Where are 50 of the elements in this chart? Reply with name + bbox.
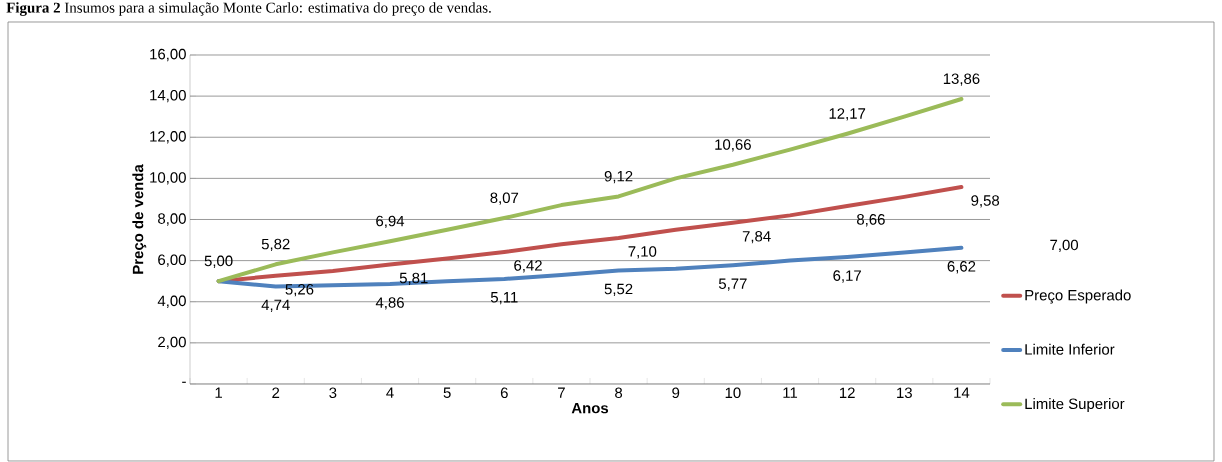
data-label: 8,66 [857, 214, 885, 227]
y-tick-label: 4,00 [157, 295, 186, 308]
data-label: 5,11 [490, 292, 518, 305]
data-label: 5,52 [604, 283, 633, 297]
data-label: 8,07 [490, 192, 519, 205]
x-tick-label: 9 [672, 387, 680, 399]
x-tick-label: 5 [443, 387, 451, 398]
x-tick-label: 12 [839, 387, 855, 398]
data-label: 4,74 [261, 299, 290, 312]
y-tick-label: 6,00 [158, 254, 186, 267]
data-label: 13,86 [943, 73, 980, 86]
x-tick-label: 11 [783, 387, 798, 398]
x-tick-label: 14 [954, 387, 970, 398]
data-label: 5,82 [261, 238, 290, 252]
y-tick-label: 10,00 [150, 172, 186, 185]
x-tick-label: 8 [615, 387, 623, 399]
legend-label: Limite Superior [1025, 398, 1125, 413]
x-tick-label: 3 [329, 387, 337, 399]
data-label: 9,12 [604, 170, 633, 184]
x-tick-label: 1 [215, 387, 223, 398]
x-tick-label: 10 [725, 387, 741, 399]
legend-label: Preço Esperado [1025, 289, 1131, 304]
y-tick-label: 16,00 [150, 48, 186, 62]
x-tick-label: 2 [272, 387, 280, 398]
x-tick-label: 4 [386, 387, 394, 398]
x-tick-label: 6 [500, 387, 508, 399]
data-label: 6,42 [514, 260, 542, 273]
data-label: 10,66 [715, 139, 751, 152]
legend-label: Limite Inferior [1025, 343, 1115, 355]
data-label: 7,10 [628, 246, 657, 259]
text: 7,00 [1050, 239, 1079, 252]
data-label: 5,00 [204, 255, 233, 268]
y-tick-label: - [182, 381, 186, 383]
x-tick-label: 13 [897, 387, 912, 399]
x-axis-title: Anos [571, 402, 609, 414]
y-tick-label: 14,00 [150, 89, 186, 103]
chart-title: Figura 2 Insumos para a simulação Monte Carlo: estimativa do preço de vendas. [6, 2, 491, 16]
data-label: 6,94 [376, 215, 405, 229]
data-label: 6,62 [947, 261, 976, 274]
y-tick-label: 8,00 [158, 213, 186, 226]
data-label: 9,58 [971, 195, 1000, 208]
data-label: 7,84 [742, 230, 771, 244]
y-tick-label: 2,00 [158, 336, 186, 350]
data-label: 12,17 [829, 108, 866, 121]
data-label: 6,17 [833, 270, 861, 283]
y-tick-label: 12,00 [150, 131, 186, 144]
y-axis-title: Preço de venda [132, 164, 147, 274]
data-label: 4,86 [375, 297, 404, 310]
data-label: 5,77 [718, 278, 747, 291]
x-tick-label: 7 [558, 387, 565, 398]
